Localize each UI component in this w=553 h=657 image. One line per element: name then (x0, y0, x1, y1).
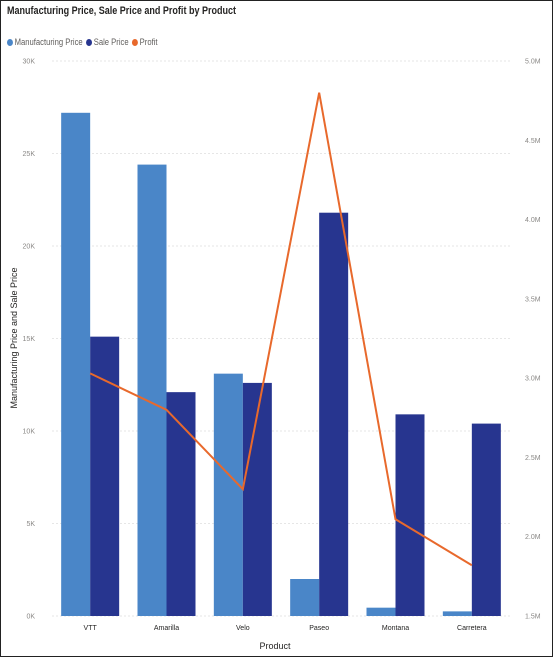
y-tick-label: 30K (23, 59, 36, 66)
x-axis-ticks: VTT Amarilla Velo Paseo Montana Carretera (84, 625, 487, 632)
legend-label-manufacturing-price: Manufacturing Price (14, 37, 83, 47)
x-tick-label: VTT (84, 625, 98, 632)
y2-tick-label: 1.5M (525, 614, 541, 621)
legend-item-profit[interactable]: Profit (132, 37, 158, 47)
legend-item-manufacturing-price[interactable]: Manufacturing Price (7, 37, 83, 47)
bar-sale-price-montana (395, 414, 425, 616)
bar-manufacturing-price-amarilla (137, 164, 167, 616)
x-tick-label: Paseo (309, 625, 329, 632)
right-axis-ticks: 1.5M 2.0M 2.5M 3.0M 3.5M 4.0M 4.5M 5.0M (525, 59, 541, 621)
bar-sale-price-paseo (319, 212, 349, 616)
y-axis-title: Manufacturing Price and Sale Price (9, 267, 19, 408)
y-tick-label: 0K (26, 614, 35, 621)
x-tick-label: Carretera (457, 625, 487, 632)
bar-sale-price-velo (242, 382, 272, 616)
gridlines (52, 60, 510, 617)
x-tick-label: Velo (236, 625, 250, 632)
profit-line-group (89, 92, 473, 567)
chart-title: Manufacturing Price, Sale Price and Prof… (7, 5, 237, 17)
bar-manufacturing-price-montana (366, 607, 396, 616)
bar-manufacturing-price-velo (213, 373, 243, 616)
y-tick-label: 5K (26, 521, 35, 528)
x-tick-label: Montana (382, 625, 409, 632)
legend-item-sale-price[interactable]: Sale Price (86, 37, 129, 47)
bar-manufacturing-price-vtt (61, 112, 91, 617)
bar-sale-price-vtt (90, 336, 120, 616)
legend: Manufacturing Price Sale Price Profit (7, 37, 158, 47)
y-tick-label: 10K (23, 429, 36, 436)
y2-tick-label: 5.0M (525, 59, 541, 66)
left-axis-ticks: 0K 5K 10K 15K 20K 25K 30K (23, 59, 36, 621)
bars (61, 112, 501, 617)
bar-manufacturing-price-paseo (290, 579, 320, 616)
bar-manufacturing-price-carretera (442, 611, 472, 616)
y2-tick-label: 2.0M (525, 534, 541, 541)
y-tick-label: 25K (23, 151, 36, 158)
y-tick-label: 15K (23, 336, 36, 343)
y2-tick-label: 4.5M (525, 138, 541, 145)
y2-tick-label: 3.0M (525, 376, 541, 383)
bar-sale-price-amarilla (166, 392, 196, 616)
profit-line (89, 92, 473, 567)
y2-tick-label: 3.5M (525, 296, 541, 303)
x-axis-title: Product (259, 641, 291, 651)
legend-label-profit: Profit (139, 37, 158, 47)
bar-sale-price-carretera (471, 423, 501, 616)
y2-tick-label: 2.5M (525, 455, 541, 462)
y2-tick-label: 4.0M (525, 217, 541, 224)
x-tick-label: Amarilla (154, 625, 179, 632)
legend-swatch-sale-price (86, 38, 93, 46)
legend-label-sale-price: Sale Price (93, 37, 129, 47)
y-tick-label: 20K (23, 244, 36, 251)
legend-swatch-profit (132, 38, 138, 46)
legend-swatch-manufacturing-price (7, 38, 13, 46)
